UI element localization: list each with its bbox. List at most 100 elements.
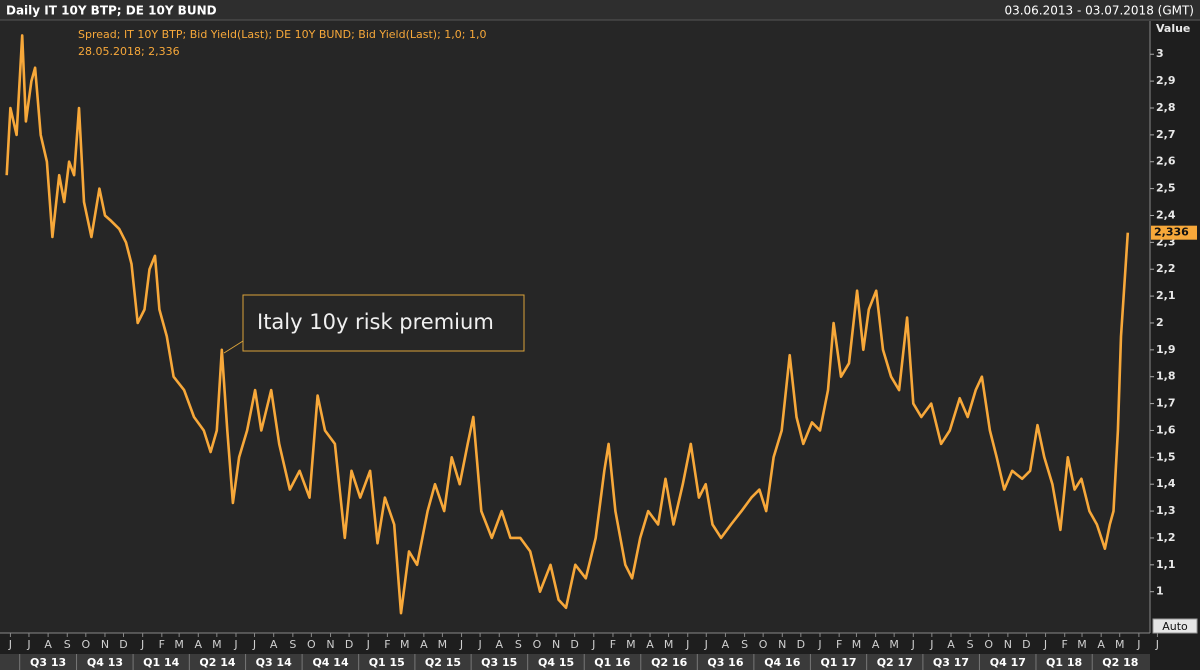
x-tick-label: J [366, 638, 370, 651]
x-tick-label: M [438, 638, 448, 651]
x-tick-label: N [552, 638, 560, 651]
x-tick-label: M [889, 638, 899, 651]
y-tick-label: 2,1 [1156, 289, 1176, 302]
x-tick-label: M [400, 638, 410, 651]
y-axis-panel [1150, 21, 1200, 633]
x-tick-label: D [570, 638, 578, 651]
quarter-label: Q3 17 [933, 656, 969, 669]
x-tick-label: F [836, 638, 842, 651]
quarter-label: Q2 16 [651, 656, 687, 669]
quarter-label: Q2 18 [1102, 656, 1138, 669]
x-tick-label: A [947, 638, 955, 651]
x-tick-label: N [326, 638, 334, 651]
auto-button[interactable] [1152, 618, 1198, 634]
annotation-text: Italy 10y risk premium [257, 310, 494, 334]
date-range: 03.06.2013 - 03.07.2018 (GMT) [1004, 4, 1194, 18]
x-tick-label: F [159, 638, 165, 651]
y-tick-label: 2,2 [1156, 262, 1176, 275]
y-tick-label: 2,5 [1156, 182, 1176, 195]
y-tick-label: 1 [1156, 585, 1164, 598]
cursor-text: 28.05.2018; 2,336 [78, 45, 180, 58]
x-tick-label: M [1077, 638, 1087, 651]
x-tick-label: A [420, 638, 428, 651]
quarter-label: Q1 18 [1046, 656, 1082, 669]
y-tick-label: 2,9 [1156, 74, 1176, 87]
auto-button-label[interactable]: Auto [1162, 620, 1188, 633]
x-tick-label: J [8, 638, 12, 651]
x-tick-label: D [1022, 638, 1030, 651]
x-tick-label: A [495, 638, 503, 651]
x-tick-label: N [1004, 638, 1012, 651]
x-tick-label: A [722, 638, 730, 651]
x-tick-label: J [1155, 638, 1159, 651]
x-tick-label: M [1115, 638, 1125, 651]
x-tick-label: S [515, 638, 522, 651]
x-tick-label: J [704, 638, 708, 651]
x-tick-label: O [533, 638, 542, 651]
x-tick-label: J [911, 638, 915, 651]
quarter-label: Q4 14 [312, 656, 348, 669]
annotation-box [242, 294, 525, 352]
x-tick-label: A [1097, 638, 1105, 651]
y-tick-label: 2,7 [1156, 128, 1176, 141]
quarter-label: Q2 14 [199, 656, 235, 669]
x-tick-label: S [289, 638, 296, 651]
quarter-label: Q1 17 [820, 656, 856, 669]
x-tick-label: M [174, 638, 184, 651]
quarter-label: Q4 15 [538, 656, 574, 669]
y-tick-label: 1,4 [1156, 477, 1176, 490]
x-tick-label: A [646, 638, 654, 651]
quarter-label: Q3 13 [30, 656, 66, 669]
y-tick-label: 2,6 [1156, 155, 1176, 168]
x-tick-label: F [610, 638, 616, 651]
x-tick-label: S [64, 638, 71, 651]
x-tick-label: A [872, 638, 880, 651]
x-tick-label: M [212, 638, 222, 651]
x-tick-label: M [852, 638, 862, 651]
last-value-label: 2,336 [1154, 226, 1189, 239]
y-tick-label: 1,9 [1156, 343, 1176, 356]
quarter-label: Q1 16 [594, 656, 630, 669]
x-tick-label: J [459, 638, 463, 651]
y-tick-label: 2 [1156, 316, 1164, 329]
quarter-label: Q2 17 [877, 656, 913, 669]
x-tick-label: M [626, 638, 636, 651]
x-tick-label: J [1136, 638, 1140, 651]
y-tick-label: 1,2 [1156, 531, 1176, 544]
quarter-label: Q4 17 [990, 656, 1026, 669]
y-tick-label: 2,8 [1156, 101, 1176, 114]
x-tick-label: A [195, 638, 203, 651]
x-tick-label: J [477, 638, 481, 651]
x-tick-label: N [778, 638, 786, 651]
header-bar [0, 0, 1200, 20]
series-line [5, 34, 1130, 615]
y-tick-label: 1,1 [1156, 558, 1176, 571]
last-value-marker [1151, 225, 1197, 240]
x-tick-label: J [817, 638, 821, 651]
quarter-label: Q1 14 [143, 656, 179, 669]
x-tick-label: J [252, 638, 256, 651]
y-tick-label: 2,4 [1156, 208, 1176, 221]
annotation-connector [223, 340, 244, 354]
y-tick-label: 1,7 [1156, 397, 1176, 410]
y-tick-label: 1,6 [1156, 423, 1176, 436]
quarter-label: Q4 13 [87, 656, 123, 669]
x-tick-label: J [26, 638, 30, 651]
quarter-label: Q3 16 [707, 656, 743, 669]
x-tick-label: D [119, 638, 127, 651]
chart-title: Daily IT 10Y BTP; DE 10Y BUND [6, 4, 217, 18]
x-tick-label: O [81, 638, 90, 651]
x-tick-label: D [345, 638, 353, 651]
x-tick-label: N [101, 638, 109, 651]
x-tick-label: A [270, 638, 278, 651]
x-tick-label: J [591, 638, 595, 651]
quarter-label: Q2 15 [425, 656, 461, 669]
x-tick-label: F [384, 638, 390, 651]
x-tick-label: J [685, 638, 689, 651]
y-tick-label: 1,8 [1156, 370, 1176, 383]
x-tick-label: J [1043, 638, 1047, 651]
x-tick-label: A [44, 638, 52, 651]
x-tick-label: S [741, 638, 748, 651]
